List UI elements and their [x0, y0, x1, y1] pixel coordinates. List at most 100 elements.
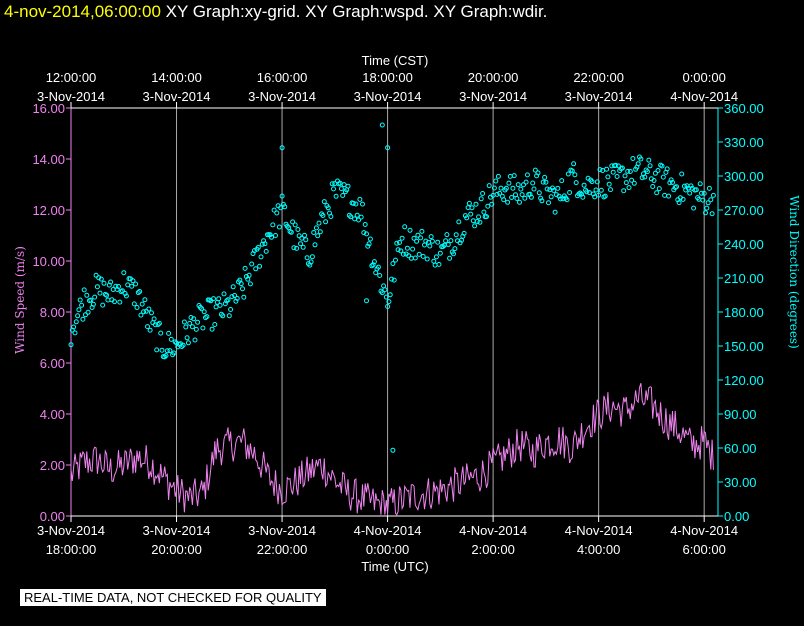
wind-direction-point-303: [468, 211, 474, 217]
wind-direction-point-189: [317, 229, 323, 235]
wind-direction-point-144: [258, 254, 264, 260]
wind-direction-outlier-3: [364, 298, 369, 304]
wind-direction-point-147: [262, 241, 268, 247]
wind-direction-point-21: [96, 275, 102, 281]
wind-direction-point-191: [320, 213, 326, 218]
wind-direction-point-487: [710, 192, 716, 198]
wind-direction-point-324: [495, 173, 501, 179]
wind-direction-point-27: [104, 292, 110, 298]
wind-direction-point-214: [350, 200, 356, 206]
wind-direction-point-322: [493, 178, 499, 184]
right-tick-label-11: 330.00: [724, 135, 764, 150]
wind-direction-point-61: [149, 310, 154, 316]
wind-direction-point-125: [233, 298, 239, 304]
wind-direction-point-442: [651, 178, 657, 183]
wind-direction-point-330: [503, 185, 509, 191]
bottom-tick-time-3: 0:00:00: [366, 542, 409, 557]
wind-direction-point-423: [626, 185, 632, 191]
top-tick-time-3: 18:00:00: [362, 70, 413, 85]
wind-direction-point-52: [137, 289, 143, 294]
wind-direction-point-477: [697, 181, 703, 187]
wind-direction-point-210: [345, 183, 351, 189]
wind-direction-point-13: [85, 309, 91, 315]
left-tick-label-8: 16.00: [32, 101, 65, 116]
wind-direction-point-192: [321, 199, 327, 205]
wind-direction-point-162: [282, 204, 288, 210]
wind-direction-point-172: [295, 227, 301, 232]
wind-direction-point-12: [84, 292, 90, 298]
wind-direction-point-389: [581, 182, 587, 188]
wind-direction-point-331: [505, 199, 511, 205]
wind-direction-point-197: [328, 214, 334, 219]
right-tick-label-5: 150.00: [724, 339, 764, 354]
wind-direction-point-239: [383, 294, 389, 300]
wind-direction-point-435: [642, 174, 648, 180]
wind-direction-point-304: [469, 205, 475, 211]
wind-direction-point-411: [610, 169, 616, 175]
wind-direction-point-112: [216, 296, 222, 302]
wind-direction-point-136: [247, 281, 253, 287]
wind-direction-point-333: [507, 173, 513, 179]
top-tick-date-0: 3-Nov-2014: [37, 89, 105, 104]
series-wind-speed: [70, 383, 714, 516]
bottom-tick-date-6: 4-Nov-2014: [670, 523, 738, 538]
wind-direction-point-43: [125, 282, 131, 288]
wind-direction-point-438: [646, 157, 652, 163]
wind-direction-point-226: [366, 241, 372, 247]
wind-direction-point-156: [274, 210, 280, 216]
wind-direction-point-393: [586, 190, 592, 196]
wind-direction-point-7: [77, 297, 83, 303]
wind-direction-point-383: [573, 180, 579, 186]
left-tick-label-5: 10.00: [32, 254, 65, 269]
wind-direction-point-93: [191, 316, 197, 322]
wind-direction-point-68: [158, 330, 164, 336]
wind-direction-point-443: [652, 170, 658, 176]
wind-direction-point-88: [184, 335, 190, 341]
wind-direction-point-414: [614, 174, 620, 179]
wind-direction-point-152: [269, 234, 274, 240]
bottom-tick-date-2: 3-Nov-2014: [248, 523, 316, 538]
wind-direction-point-261: [412, 255, 418, 261]
wind-direction-point-218: [356, 217, 362, 223]
wind-direction-point-201: [333, 193, 339, 199]
wind-direction-point-313: [481, 209, 487, 215]
wind-direction-point-158: [276, 224, 282, 230]
wind-direction-point-378: [567, 190, 573, 195]
wind-direction-point-355: [536, 190, 542, 196]
top-tick-date-3: 3-Nov-2014: [354, 89, 422, 104]
wind-direction-point-478: [699, 190, 704, 196]
wind-direction-point-395: [589, 179, 595, 185]
wind-direction-point-238: [382, 287, 388, 293]
bottom-tick-date-0: 3-Nov-2014: [37, 523, 105, 538]
bottom-tick-date-5: 4-Nov-2014: [565, 523, 633, 538]
wind-direction-point-69: [159, 347, 165, 353]
wind-direction-point-456: [670, 180, 675, 185]
header-title-2: XY Graph:wspd.: [305, 2, 429, 21]
wind-direction-point-193: [323, 219, 329, 225]
header-title-3: XY Graph:wdir.: [433, 2, 548, 21]
wind-direction-point-315: [484, 214, 489, 220]
wind-direction-point-441: [650, 184, 656, 189]
wind-direction-point-207: [341, 182, 347, 188]
wind-direction-point-130: [240, 286, 245, 292]
wind-direction-point-344: [522, 195, 528, 201]
left-tick-label-4: 8.00: [40, 305, 65, 320]
wind-direction-point-245: [391, 277, 397, 283]
wind-direction-point-427: [631, 180, 637, 186]
wind-direction-point-362: [546, 200, 551, 206]
wind-direction-point-115: [220, 313, 226, 319]
wind-direction-point-453: [666, 193, 672, 199]
wind-direction-point-90: [187, 320, 193, 326]
wind-direction-point-479: [700, 197, 706, 203]
wind-direction-point-199: [331, 186, 336, 192]
wind-direction-point-148: [263, 248, 269, 254]
wind-direction-point-3: [72, 330, 78, 336]
left-tick-label-2: 4.00: [40, 407, 65, 422]
wind-direction-point-242: [387, 292, 393, 298]
wind-direction-point-15: [88, 297, 94, 303]
wind-direction-point-178: [303, 237, 309, 243]
wind-direction-point-421: [623, 180, 629, 186]
wind-direction-point-223: [362, 222, 368, 227]
wind-direction-point-377: [565, 171, 571, 177]
